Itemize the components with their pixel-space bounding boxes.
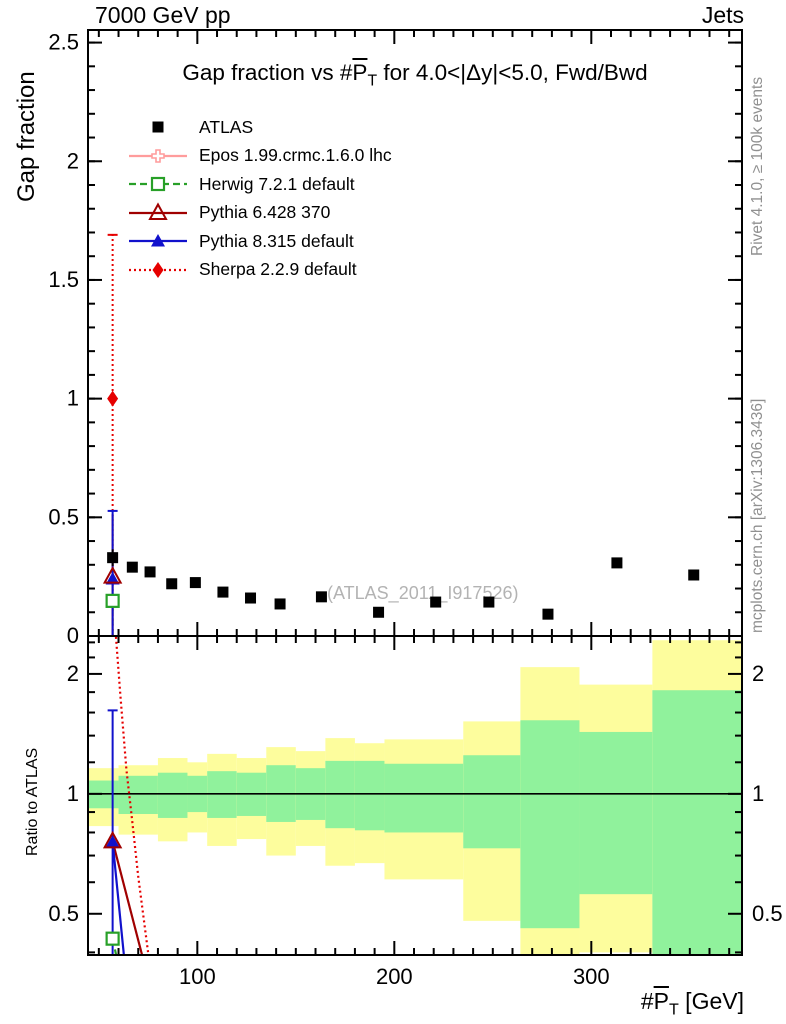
legend-item: Herwig 7.2.1 default [127,170,392,199]
cross-open-legend-marker [151,148,165,163]
cross-open-legend-swatch [129,148,187,163]
uncertainty-band-green [520,720,580,929]
legend-label: Pythia 8.315 default [199,230,354,251]
pythia8-marker [105,572,120,585]
atlas-data-point [189,577,201,589]
atlas-data-point [126,561,138,573]
diamond-filled-legend-swatch [129,261,187,278]
svg-text:1.5: 1.5 [48,267,79,292]
triangle-open-legend-swatch [129,202,187,220]
main-panel-content [102,233,700,636]
diamond-filled-legend-marker [152,261,164,278]
svg-text:0.5: 0.5 [48,504,79,529]
atlas-data-point [430,596,442,608]
triangle-open-legend-marker [148,202,168,220]
square-filled-legend-swatch [152,121,164,133]
atlas-data-point [245,592,257,604]
legend-label: ATLAS [199,116,254,137]
uncertainty-band-green [384,763,464,833]
svg-text:0.5: 0.5 [752,901,783,926]
svg-text:1: 1 [67,781,79,806]
atlas-data-point [166,578,178,590]
atlas-data-point [611,557,623,569]
beam-energy-label: 7000 GeV pp [95,2,231,28]
svg-text:100: 100 [179,964,216,989]
legend-item: ATLAS [127,113,392,142]
svg-text:0.5: 0.5 [48,901,79,926]
pythia8-ratio-marker [105,835,120,848]
uncertainty-band-green [354,760,385,831]
legend-item: Epos 1.99.crmc.1.6.0 lhc [127,142,392,171]
uncertainty-band-green [118,775,158,815]
plot-title: Gap fraction vs #PT for 4.0<|Δy|<5.0, Fw… [182,60,648,90]
sherpa-marker [107,390,119,407]
atlas-data-point [688,569,700,581]
atlas-data-point [274,598,286,610]
square-open-legend-marker [150,177,166,192]
svg-text:300: 300 [573,964,610,989]
atlas-data-point [542,608,554,620]
atlas-data-point [217,586,229,598]
legend-label: Epos 1.99.crmc.1.6.0 lhc [199,145,392,166]
svg-text:1: 1 [67,386,79,411]
legend-label: Herwig 7.2.1 default [199,173,355,194]
square-open-legend-swatch [129,177,187,192]
herwig-ratio-marker [105,931,120,946]
svg-text:2.5: 2.5 [48,30,79,55]
pythia6-ratio-marker [102,830,123,849]
legend-label: Pythia 6.428 370 [199,202,331,223]
triangle-filled-legend-marker [151,234,165,247]
svg-text:1: 1 [752,781,764,806]
svg-text:2: 2 [67,661,79,686]
uncertainty-band-green [579,731,653,895]
atlas-data-point [144,566,156,578]
atlas-data-point [107,552,119,564]
atlas-data-point [315,591,327,603]
atlas-data-point [483,596,495,608]
uncertainty-band-green [652,690,742,955]
analysis-id-watermark: (ATLAS_2011_I917526) [327,583,519,603]
x-axis-title: #PT [GeV] [640,988,744,1019]
triangle-filled-legend-swatch [129,234,187,247]
square-filled-legend-marker [152,121,164,133]
axes: 100 200 300 0 0.5 1 1.5 2 2.5 0.5 0.5 1 1 2 2 [48,29,783,989]
herwig-marker [105,593,120,608]
svg-text:2: 2 [67,148,79,173]
svg-text:2: 2 [752,661,764,686]
legend-item: Pythia 6.428 370 [127,199,392,228]
legend-item: Sherpa 2.2.9 default [127,256,392,285]
legend: ATLAS Epos 1.99.crmc.1.6.0 lhc Herwig 7.2.… [127,113,392,284]
uncertainty-band-green [463,755,521,849]
ratio-panel-content [88,636,742,955]
svg-text:0: 0 [67,623,79,648]
uncertainty-band-green [157,772,188,818]
svg-text:200: 200 [376,964,413,989]
legend-item: Pythia 8.315 default [127,227,392,256]
legend-label: Sherpa 2.2.9 default [199,259,357,280]
analysis-topic-label: Jets [701,2,744,28]
atlas-data-point [373,606,385,618]
pythia6-marker [102,566,123,584]
